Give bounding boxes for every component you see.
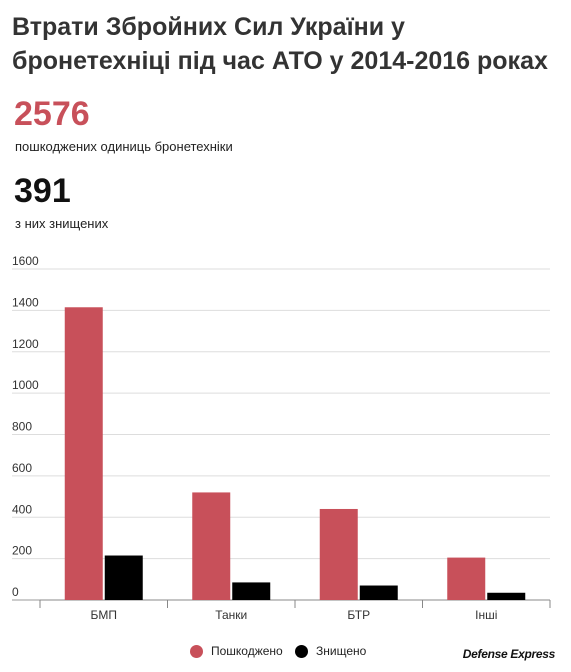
damaged-total-label: пошкоджених одиниць бронетехніки bbox=[15, 139, 233, 154]
y-tick-label: 1400 bbox=[12, 295, 39, 309]
y-tick-label: 1000 bbox=[12, 378, 39, 392]
legend-label-destroyed: Знищено bbox=[316, 644, 367, 658]
chart-title: Втрати Збройних Сил України у бронетехні… bbox=[12, 13, 548, 75]
x-tick-label: БТР bbox=[347, 608, 370, 622]
bar-damaged bbox=[64, 307, 103, 600]
legend-item-damaged: Пошкоджено bbox=[190, 644, 283, 658]
y-tick-label: 0 bbox=[12, 585, 19, 599]
x-tick-label: Інші bbox=[475, 608, 497, 622]
bar-chart: 0 200 400 600 800 1000 1200 1400 1600 БМП Танки БТР… bbox=[12, 254, 551, 622]
y-tick-label: 1600 bbox=[12, 254, 39, 268]
y-tick-label: 800 bbox=[12, 420, 32, 434]
bar-damaged bbox=[192, 492, 231, 600]
y-tick-label: 400 bbox=[12, 502, 32, 516]
y-tick-label: 600 bbox=[12, 461, 32, 475]
destroyed-total: 391 bbox=[14, 172, 71, 210]
legend-swatch-damaged bbox=[190, 644, 203, 658]
source-logo: Defense Express bbox=[462, 647, 556, 661]
bar-destroyed bbox=[359, 585, 398, 600]
bar-destroyed bbox=[104, 555, 143, 600]
legend-swatch-destroyed bbox=[295, 644, 308, 658]
x-tick-label: БМП bbox=[91, 608, 118, 622]
legend-item-destroyed: Знищено bbox=[295, 644, 366, 658]
y-tick-label: 200 bbox=[12, 544, 32, 558]
legend-label-damaged: Пошкоджено bbox=[211, 644, 283, 658]
bar-destroyed bbox=[487, 592, 526, 600]
damaged-total: 2576 bbox=[14, 95, 90, 133]
bar-damaged bbox=[447, 557, 486, 600]
y-tick-label: 1200 bbox=[12, 337, 39, 351]
bar-destroyed bbox=[232, 582, 271, 600]
x-tick-label: Танки bbox=[215, 608, 247, 622]
bar-damaged bbox=[319, 508, 358, 600]
destroyed-total-label: з них знищених bbox=[15, 216, 109, 231]
